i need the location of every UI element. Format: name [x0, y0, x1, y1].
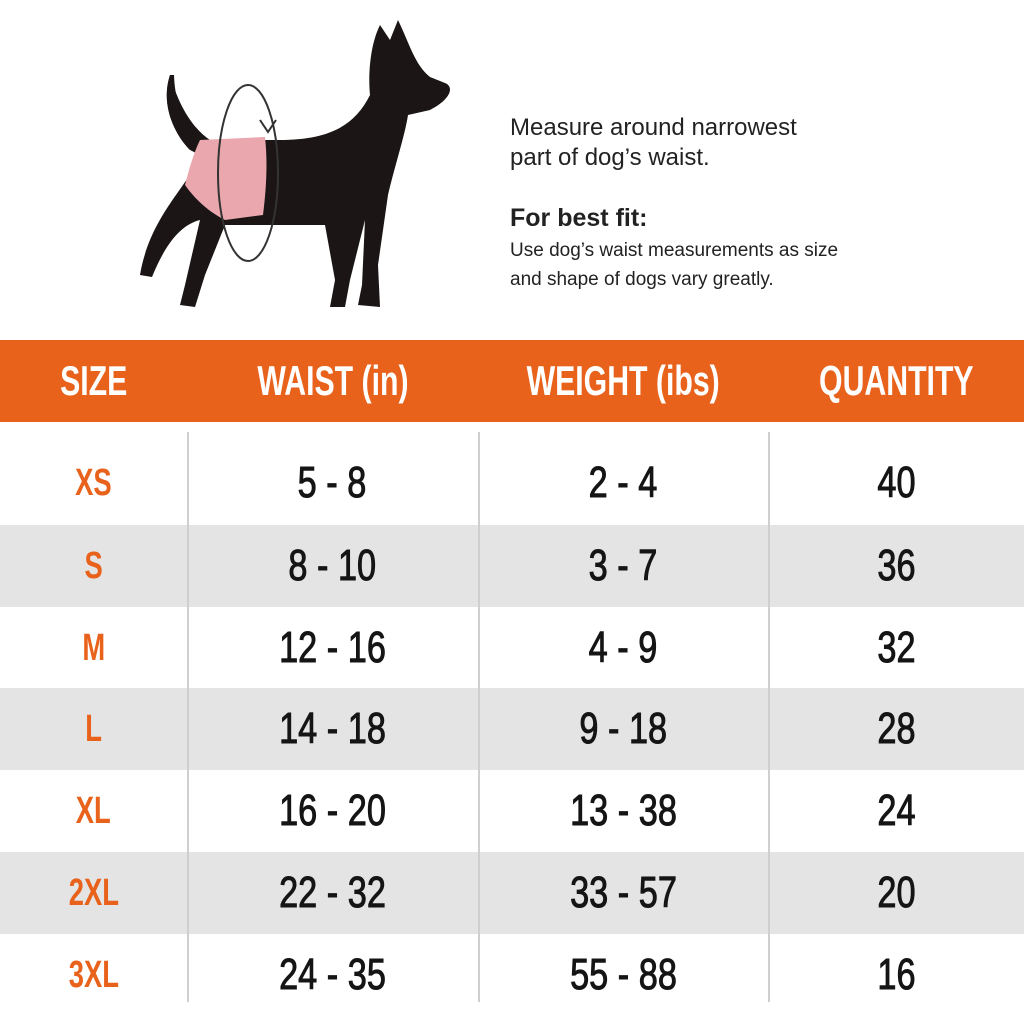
value-cell-text: 9 - 18	[579, 704, 668, 754]
fit-line: and shape of dogs vary greatly.	[510, 269, 774, 290]
value-cell: 28	[768, 688, 1024, 770]
column-divider	[187, 432, 189, 1002]
value-cell: 14 - 18	[187, 688, 478, 770]
size-cell-text: XL	[76, 789, 111, 832]
value-cell-text: 16	[876, 950, 916, 1000]
measure-line: Measure around narrowest	[510, 114, 797, 141]
header-cell-text: QUANTITY	[818, 357, 974, 404]
value-cell-text: 36	[876, 541, 916, 591]
size-cell-text: 3XL	[68, 953, 119, 996]
size-cell-text: L	[85, 707, 102, 750]
value-cell: 24	[768, 770, 1024, 852]
header-cell: QUANTITY	[768, 340, 1024, 422]
value-cell-text: 5 - 8	[298, 458, 367, 508]
value-cell-text: 24 - 35	[279, 950, 387, 1000]
size-cell: L	[0, 688, 187, 770]
value-cell: 13 - 38	[478, 770, 768, 852]
size-cell-text: S	[84, 544, 103, 587]
value-cell: 2 - 4	[478, 442, 768, 524]
header-cell-text: WEIGHT (ibs)	[526, 357, 720, 404]
row-band	[0, 525, 1024, 607]
value-cell: 55 - 88	[478, 934, 768, 1016]
value-cell-text: 8 - 10	[288, 541, 377, 591]
value-cell-text: 16 - 20	[279, 786, 387, 836]
size-cell: XL	[0, 770, 187, 852]
header-cell: WEIGHT (ibs)	[478, 340, 768, 422]
header-cell-text: SIZE	[59, 357, 128, 404]
value-cell-text: 14 - 18	[279, 704, 387, 754]
value-cell-text: 33 - 57	[569, 868, 677, 918]
value-cell-text: 4 - 9	[588, 623, 658, 673]
size-cell: S	[0, 525, 187, 607]
value-cell: 16 - 20	[187, 770, 478, 852]
value-cell-text: 24	[876, 786, 916, 836]
row-band	[0, 688, 1024, 770]
value-cell: 4 - 9	[478, 607, 768, 689]
value-cell-text: 2 - 4	[588, 458, 658, 508]
value-cell: 12 - 16	[187, 607, 478, 689]
value-cell-text: 3 - 7	[588, 541, 658, 591]
value-cell-text: 22 - 32	[279, 868, 387, 918]
value-cell: 20	[768, 852, 1024, 934]
size-cell: 3XL	[0, 934, 187, 1016]
value-cell: 3 - 7	[478, 525, 768, 607]
value-cell: 16	[768, 934, 1024, 1016]
table-header	[0, 340, 1024, 422]
size-cell: 2XL	[0, 852, 187, 934]
fit-line: Use dog’s waist measurements as size	[510, 240, 839, 261]
size-cell: M	[0, 607, 187, 689]
fit-title: For best fit:	[510, 204, 648, 232]
dog-illustration	[140, 20, 450, 307]
value-cell-text: 40	[876, 458, 916, 508]
value-cell-text: 12 - 16	[279, 623, 387, 673]
column-divider	[768, 432, 770, 1002]
value-cell: 32	[768, 607, 1024, 689]
value-cell: 40	[768, 442, 1024, 524]
value-cell: 36	[768, 525, 1024, 607]
value-cell: 9 - 18	[478, 688, 768, 770]
value-cell: 22 - 32	[187, 852, 478, 934]
value-cell-text: 20	[876, 868, 916, 918]
value-cell: 8 - 10	[187, 525, 478, 607]
size-cell: XS	[0, 442, 187, 524]
value-cell-text: 13 - 38	[569, 786, 677, 836]
size-cell-text: M	[82, 626, 105, 669]
header-cell: SIZE	[0, 340, 187, 422]
header-cell: WAIST (in)	[187, 340, 478, 422]
value-cell: 5 - 8	[187, 442, 478, 524]
value-cell: 24 - 35	[187, 934, 478, 1016]
size-cell-text: XS	[75, 461, 112, 504]
header-cell-text: WAIST (in)	[256, 357, 409, 404]
value-cell-text: 32	[876, 623, 916, 673]
column-divider	[478, 432, 480, 1002]
value-cell-text: 28	[876, 704, 916, 754]
measure-line: part of dog’s waist.	[510, 144, 710, 171]
size-cell-text: 2XL	[68, 871, 119, 914]
value-cell: 33 - 57	[478, 852, 768, 934]
value-cell-text: 55 - 88	[569, 950, 677, 1000]
row-band	[0, 852, 1024, 934]
